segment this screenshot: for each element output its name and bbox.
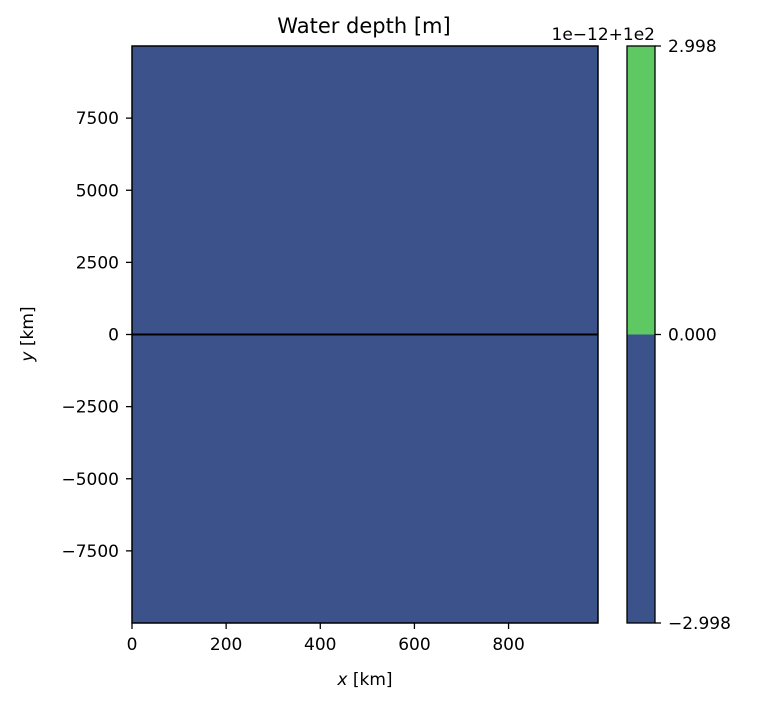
y-tick-label: 5000 [76,181,119,201]
y-tick-label: 0 [108,326,119,346]
colorbar-tick-label: 2.998 [668,37,717,57]
y-tick-label: 7500 [76,109,119,129]
y-axis-ticks: −7500 −5000 −2500 0 2500 5000 7500 [61,109,132,562]
x-tick-label: 600 [398,635,430,655]
colorbar-ticks: −2.998 0.000 2.998 [655,37,731,634]
y-axis-label: y [km] [18,306,38,362]
chart-title: Water depth [m] [277,14,450,38]
y-tick-label: −7500 [61,542,119,562]
y-tick-label: 2500 [76,253,119,273]
colorbar-offset-label: 1e−12+1e2 [552,25,656,45]
plot-area [131,45,599,624]
y-tick-label: −5000 [61,470,119,490]
y-axis-unit: [km] [18,306,38,351]
x-axis-ticks: 0 200 400 600 800 [127,623,525,655]
x-tick-label: 0 [127,635,138,655]
x-axis-label: x [km] [336,670,392,690]
y-tick-label: −2500 [61,398,119,418]
colorbar-lower-level [627,334,655,623]
x-axis-var: x [336,670,348,690]
x-tick-label: 800 [492,635,524,655]
colorbar-tick-label: −2.998 [668,614,731,634]
x-tick-label: 400 [304,635,336,655]
colorbar [626,45,656,624]
x-axis-unit: [km] [347,670,392,690]
y-axis-var: y [18,351,38,363]
x-tick-label: 200 [210,635,242,655]
colorbar-tick-label: 0.000 [668,326,717,346]
colorbar-upper-level [627,46,655,335]
